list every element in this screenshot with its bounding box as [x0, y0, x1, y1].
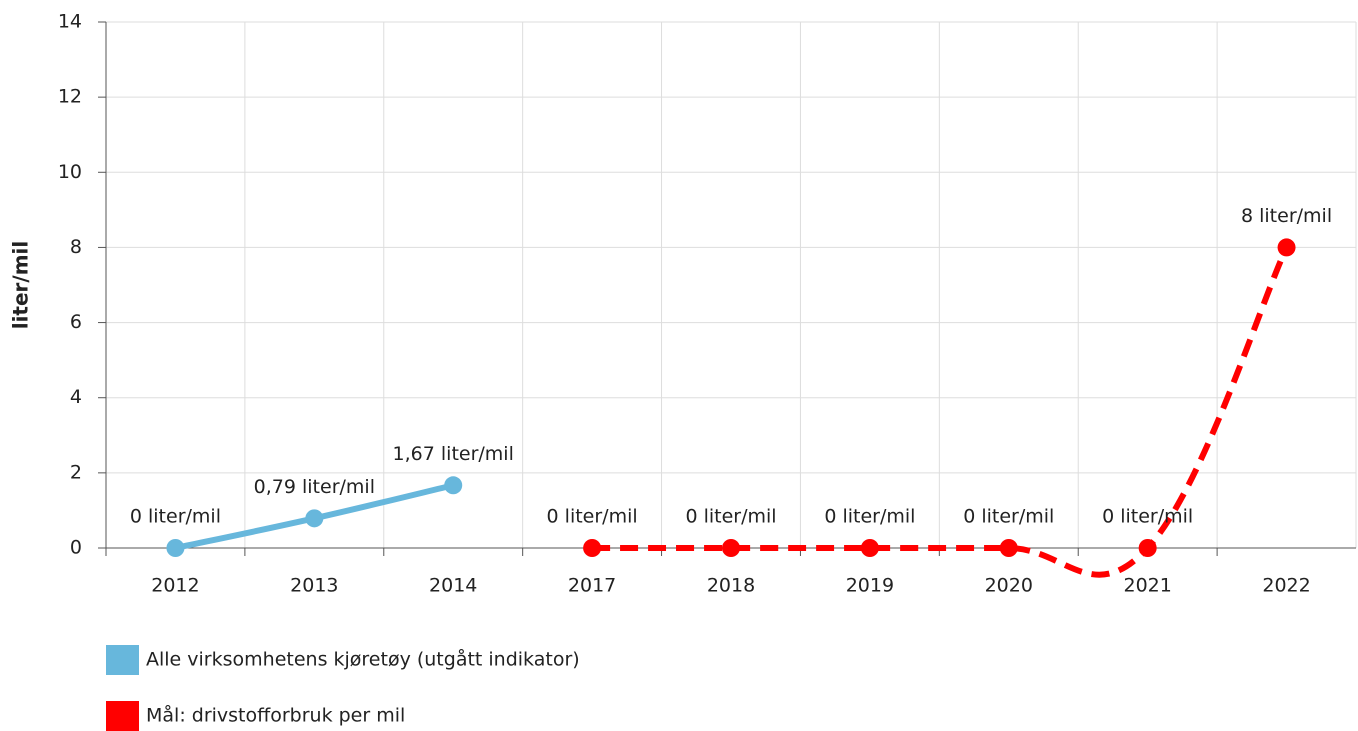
- data-label: 0 liter/mil: [547, 506, 638, 528]
- data-label: 0 liter/mil: [1102, 506, 1193, 528]
- data-label: 8 liter/mil: [1241, 205, 1332, 227]
- data-point: [999, 539, 1018, 557]
- y-tick-label: 6: [70, 311, 82, 333]
- x-tick-label: 2020: [985, 575, 1033, 597]
- x-tick-label: 2012: [151, 575, 199, 597]
- series-line: [592, 246, 1290, 578]
- legend-label: Mål: drivstofforbruk per mil: [146, 704, 405, 727]
- data-point: [583, 539, 602, 557]
- x-tick-label: 2022: [1262, 575, 1310, 597]
- y-tick-label: 2: [70, 461, 82, 483]
- data-label: 0 liter/mil: [130, 506, 221, 528]
- data-label: 0 liter/mil: [824, 506, 915, 528]
- x-tick-label: 2013: [290, 575, 338, 597]
- data-point: [444, 476, 463, 495]
- legend-label: Alle virksomhetens kjøretøy (utgått indi…: [146, 648, 580, 671]
- data-point: [166, 539, 185, 557]
- x-tick-label: 2017: [568, 575, 616, 597]
- x-tick-label: 2021: [1123, 575, 1171, 597]
- data-point: [860, 539, 879, 557]
- data-point: [1138, 539, 1157, 557]
- x-tick-label: 2014: [429, 575, 477, 597]
- data-label: 0 liter/mil: [685, 506, 776, 528]
- y-axis-title: liter/mil: [9, 241, 33, 330]
- y-tick-label: 4: [70, 386, 82, 408]
- data-label: 1,67 liter/mil: [393, 443, 514, 465]
- data-point: [722, 539, 740, 557]
- data-label: 0,79 liter/mil: [254, 476, 375, 498]
- y-tick-label: 8: [70, 236, 82, 258]
- data-label: 0 liter/mil: [963, 506, 1054, 528]
- legend-swatch: [106, 701, 139, 731]
- x-tick-label: 2018: [707, 575, 755, 597]
- y-tick-label: 10: [58, 161, 82, 183]
- data-point: [1277, 238, 1296, 257]
- legend-swatch: [106, 645, 139, 675]
- data-point: [305, 509, 324, 528]
- x-tick-label: 2019: [846, 575, 894, 597]
- y-tick-label: 14: [58, 11, 82, 33]
- y-tick-label: 0: [70, 537, 82, 559]
- y-tick-label: 12: [58, 86, 82, 108]
